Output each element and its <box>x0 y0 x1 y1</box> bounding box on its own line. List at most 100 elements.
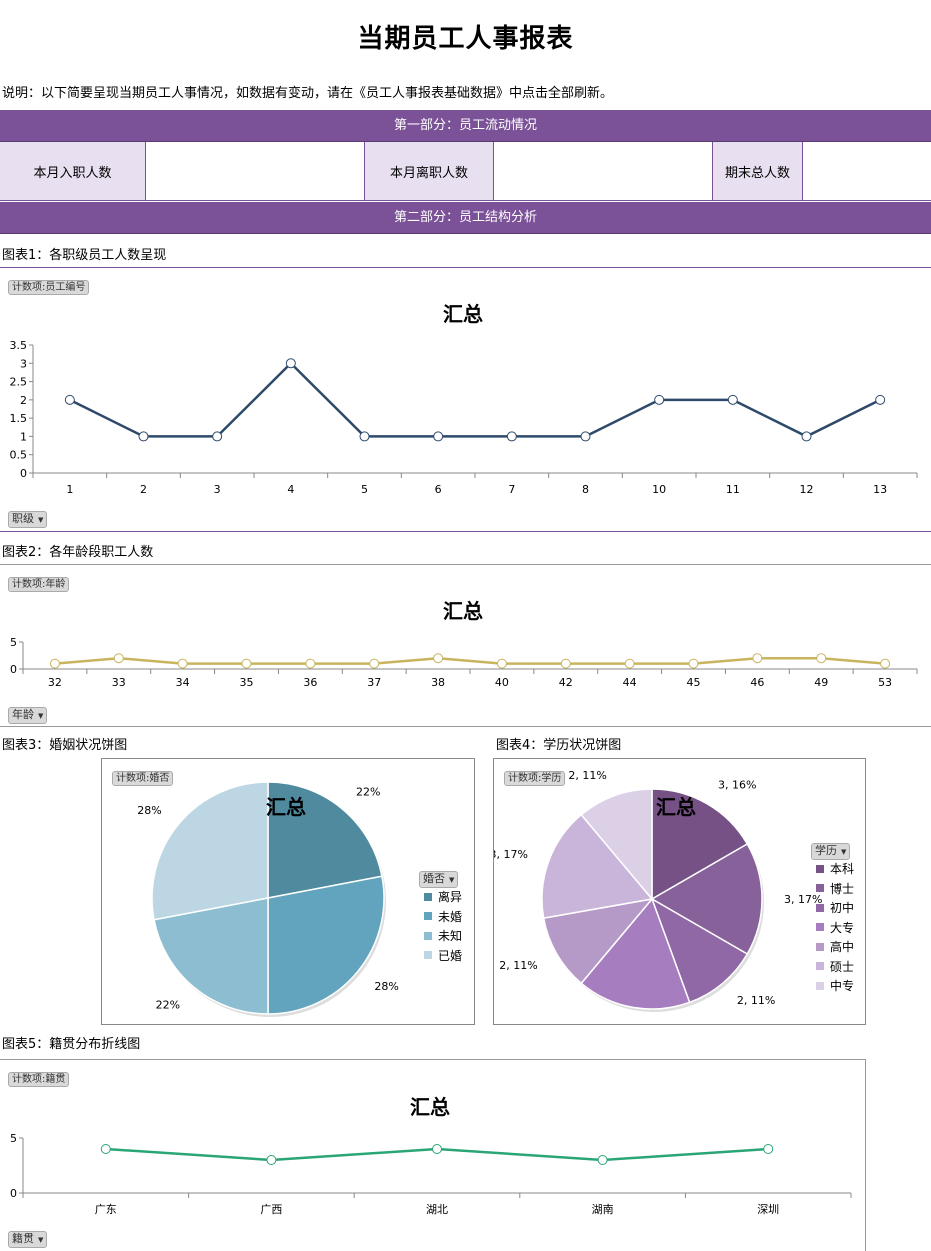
chart5-point <box>763 1144 774 1154</box>
legend-swatch <box>424 892 432 901</box>
chart1-y-tick-label: 0 <box>20 467 27 480</box>
chart1-x-tick-label: 12 <box>800 483 814 496</box>
legend-swatch <box>816 903 824 912</box>
flow-summary-row: 本月入职人数 本月离职人数 期末总人数 <box>0 142 931 201</box>
chart3-legend-label: 已婚 <box>438 948 463 963</box>
chart1-y-tick-label: 3 <box>20 357 27 370</box>
chart5-title: 汇总 <box>410 1095 450 1119</box>
chart1-x-tick-label: 1 <box>66 483 73 496</box>
chart2-point <box>496 658 507 669</box>
chart5-point <box>597 1155 608 1165</box>
chart4-slice <box>650 842 763 956</box>
chart2-y-tick-label: 5 <box>10 636 17 649</box>
chart2-point <box>177 658 188 669</box>
new-hires-label: 本月入职人数 <box>0 142 146 201</box>
chart4-legend-label: 高中 <box>830 940 855 955</box>
chart4-box: 计数项:学历 3, 16%3, 17%2, 11%3, 17%2, 11%3, … <box>493 758 866 1025</box>
chart1-x-tick-label: 6 <box>435 483 442 496</box>
chart1-point <box>359 431 370 442</box>
total-headcount-value[interactable] <box>803 142 931 201</box>
chart2-x-tick-label: 45 <box>687 676 701 689</box>
chart5-x-tick-label: 广西 <box>260 1203 282 1216</box>
chart1-x-tick-label: 11 <box>726 483 740 496</box>
chart1-x-tick-label: 3 <box>214 483 221 496</box>
chart3-data-label: 22% <box>356 786 380 799</box>
chart2-point <box>752 653 763 664</box>
chart5-field-button[interactable]: 计数项:籍贯 <box>8 1072 70 1087</box>
chart2-field-button[interactable]: 计数项:年龄 <box>8 577 70 592</box>
chart2-point <box>624 658 635 669</box>
chart3-legend: 离异 未婚 未知 已婚 <box>424 887 462 965</box>
chart1-x-tick-label: 7 <box>508 483 515 496</box>
chart4-data-label: 2, 11% <box>568 769 606 782</box>
chart2-axis-button[interactable]: 年龄 ▼ <box>8 707 48 724</box>
chart4-data-label: 3, 17% <box>610 1023 648 1024</box>
chart1-x-tick-label: 13 <box>873 483 887 496</box>
chart4-data-label: 2, 11% <box>737 994 775 1007</box>
chart3-legend-item: 已婚 <box>424 946 462 966</box>
chart3-field-button[interactable]: 计数项:婚否 <box>112 771 174 786</box>
chart3-legend-button[interactable]: 婚否 ▼ <box>419 871 459 888</box>
chart5-axis-button[interactable]: 籍贯 ▼ <box>8 1231 48 1248</box>
chart2-point <box>433 653 444 664</box>
new-hires-value[interactable] <box>146 142 365 201</box>
chart5-plot: 0 5 广东 广西 湖北 湖南 深圳 <box>10 1132 852 1216</box>
chart5-x-tick-label: 广东 <box>95 1203 117 1216</box>
chevron-down-icon: ▼ <box>449 876 455 884</box>
departures-value[interactable] <box>494 142 713 201</box>
chart1-y-tick-label: 2.5 <box>10 376 28 389</box>
chart1-y-tick-label: 0.5 <box>10 449 28 462</box>
chart4-data-label: 3, 17% <box>494 848 528 861</box>
chart1-series-line <box>69 361 881 438</box>
chart4-slice <box>650 897 749 1004</box>
chart1-field-button[interactable]: 计数项:员工编号 <box>8 280 90 295</box>
chart3-slice <box>151 781 269 921</box>
chart4-legend-item: 高中 <box>816 937 854 957</box>
chart4-label: 图表4：学历状况饼图 <box>496 738 622 753</box>
section1-header: 第一部分：员工流动情况 <box>0 110 931 142</box>
chart2-title: 汇总 <box>443 599 483 623</box>
chevron-down-icon: ▼ <box>38 1236 44 1244</box>
chart1-point <box>64 394 75 405</box>
legend-swatch <box>816 923 824 932</box>
chart4-legend-item: 初中 <box>816 898 854 918</box>
chart2-x-tick-label: 33 <box>112 676 126 689</box>
chart4-plot: 3, 16% 3, 17% 2, 11% 3, 17% 2, 11% 3, 17% 2, 1… <box>494 769 822 1024</box>
legend-swatch <box>424 931 432 940</box>
chart4-field-button[interactable]: 计数项:学历 <box>504 771 566 786</box>
chart4-data-label: 2, 11% <box>499 959 537 972</box>
chart3-data-label: 28% <box>374 980 398 993</box>
chart4-legend-label: 初中 <box>830 901 855 916</box>
chart3-label: 图表3：婚姻状况饼图 <box>2 738 128 753</box>
chart4-legend-item: 中专 <box>816 976 854 996</box>
chart2-point <box>560 658 571 669</box>
chart4-legend-label: 本科 <box>830 862 855 877</box>
chart2-point <box>369 658 380 669</box>
legend-swatch <box>816 864 824 873</box>
chart4-legend-button[interactable]: 学历 ▼ <box>811 843 851 860</box>
chart2-point <box>49 658 60 669</box>
chart1-y-tick-label: 1 <box>20 430 27 443</box>
chart2-x-tick-label: 34 <box>176 676 190 689</box>
chart2-x-tick-label: 35 <box>240 676 254 689</box>
chart1-axis-button[interactable]: 职级 ▼ <box>8 511 48 528</box>
chevron-down-icon: ▼ <box>841 848 847 856</box>
chart1-point <box>727 394 738 405</box>
chart3-legend-item: 离异 <box>424 887 462 907</box>
page-title: 当期员工人事报表 <box>357 24 574 54</box>
legend-swatch <box>424 951 432 960</box>
chart2-x-tick-label: 38 <box>431 676 445 689</box>
chart2-x-tick-label: 44 <box>623 676 637 689</box>
chart1-x-tick-label: 5 <box>361 483 368 496</box>
chart2-point <box>305 658 316 669</box>
chart4-slice <box>580 897 691 1010</box>
chart2-x-tick-label: 53 <box>878 676 892 689</box>
chart1-point <box>212 431 223 442</box>
chart2-point <box>688 658 699 669</box>
chart4-legend-label: 大专 <box>830 920 855 935</box>
chart4-legend-item: 硕士 <box>816 957 854 977</box>
chart3-title: 汇总 <box>266 795 306 819</box>
chart2-point <box>241 658 252 669</box>
description-note: 说明：以下简要呈现当期员工人事情况，如数据有变动，请在《员工人事报表基础数据》中… <box>2 86 614 101</box>
chart4-legend-item: 博士 <box>816 879 854 899</box>
